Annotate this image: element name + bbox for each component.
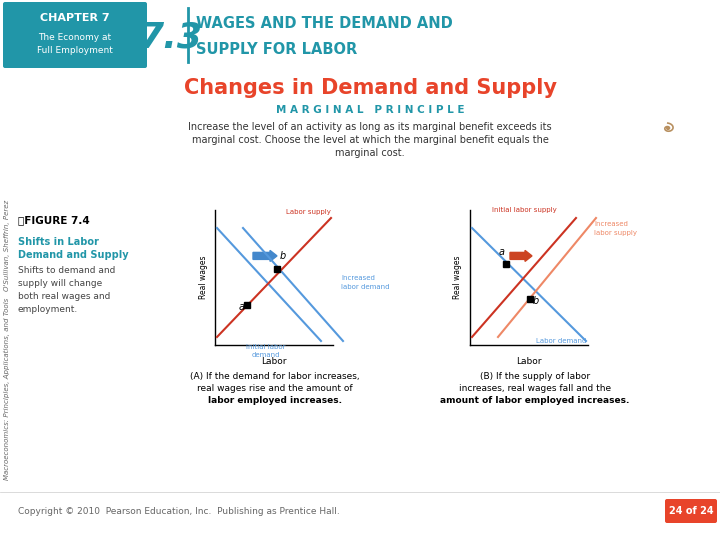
Text: SUPPLY FOR LABOR: SUPPLY FOR LABOR [196,43,357,57]
Text: 24 of 24: 24 of 24 [669,506,714,516]
Text: M A R G I N A L   P R I N C I P L E: M A R G I N A L P R I N C I P L E [276,105,464,115]
Text: Real wages: Real wages [199,256,207,299]
Text: amount of labor employed increases.: amount of labor employed increases. [441,396,630,405]
Text: a: a [499,247,505,257]
Text: The Economy at
Full Employment: The Economy at Full Employment [37,33,113,55]
Text: marginal cost.: marginal cost. [336,148,405,158]
Text: Copyright © 2010  Pearson Education, Inc.  Publishing as Prentice Hall.: Copyright © 2010 Pearson Education, Inc.… [18,508,340,516]
Text: Increased: Increased [341,275,375,281]
Text: labor supply: labor supply [594,230,637,236]
Text: 7.3: 7.3 [138,21,202,55]
Text: Labor: Labor [516,356,541,366]
FancyBboxPatch shape [665,499,717,523]
Text: CHAPTER 7: CHAPTER 7 [40,13,110,23]
Text: (B) If the supply of labor: (B) If the supply of labor [480,372,590,381]
Text: Initial labor supply: Initial labor supply [492,207,557,213]
Text: b: b [533,296,539,306]
Text: ⓇFIGURE 7.4: ⓇFIGURE 7.4 [18,215,90,225]
Text: Increase the level of an activity as long as its marginal benefit exceeds its: Increase the level of an activity as lon… [188,122,552,132]
Text: Increased: Increased [594,221,628,227]
Text: Real wages: Real wages [454,256,462,299]
Text: WAGES AND THE DEMAND AND: WAGES AND THE DEMAND AND [196,17,453,31]
Text: Initial labor: Initial labor [246,344,286,350]
Text: b: b [280,252,287,261]
Text: increases, real wages fall and the: increases, real wages fall and the [459,384,611,393]
FancyArrow shape [510,251,532,261]
Text: Labor: Labor [261,356,287,366]
Text: Changes in Demand and Supply: Changes in Demand and Supply [184,78,557,98]
Text: Demand and Supply: Demand and Supply [18,250,129,260]
Text: labor employed increases.: labor employed increases. [208,396,342,405]
Text: marginal cost. Choose the level at which the marginal benefit equals the: marginal cost. Choose the level at which… [192,135,549,145]
Text: Macroeconomics: Principles, Applications, and Tools   O'Sullivan, Sheffrin, Pere: Macroeconomics: Principles, Applications… [4,200,10,480]
Text: real wages rise and the amount of: real wages rise and the amount of [197,384,353,393]
Text: labor demand: labor demand [341,284,390,290]
Text: (A) If the demand for labor increases,: (A) If the demand for labor increases, [190,372,360,381]
FancyBboxPatch shape [3,2,147,68]
Text: Labor supply: Labor supply [286,209,331,215]
Text: demand: demand [252,352,280,358]
Text: Shifts to demand and
supply will change
both real wages and
employment.: Shifts to demand and supply will change … [18,266,115,314]
FancyArrow shape [253,251,277,261]
Text: Shifts in Labor: Shifts in Labor [18,237,99,247]
Text: Labor demand: Labor demand [536,338,586,344]
Text: a: a [239,302,245,313]
